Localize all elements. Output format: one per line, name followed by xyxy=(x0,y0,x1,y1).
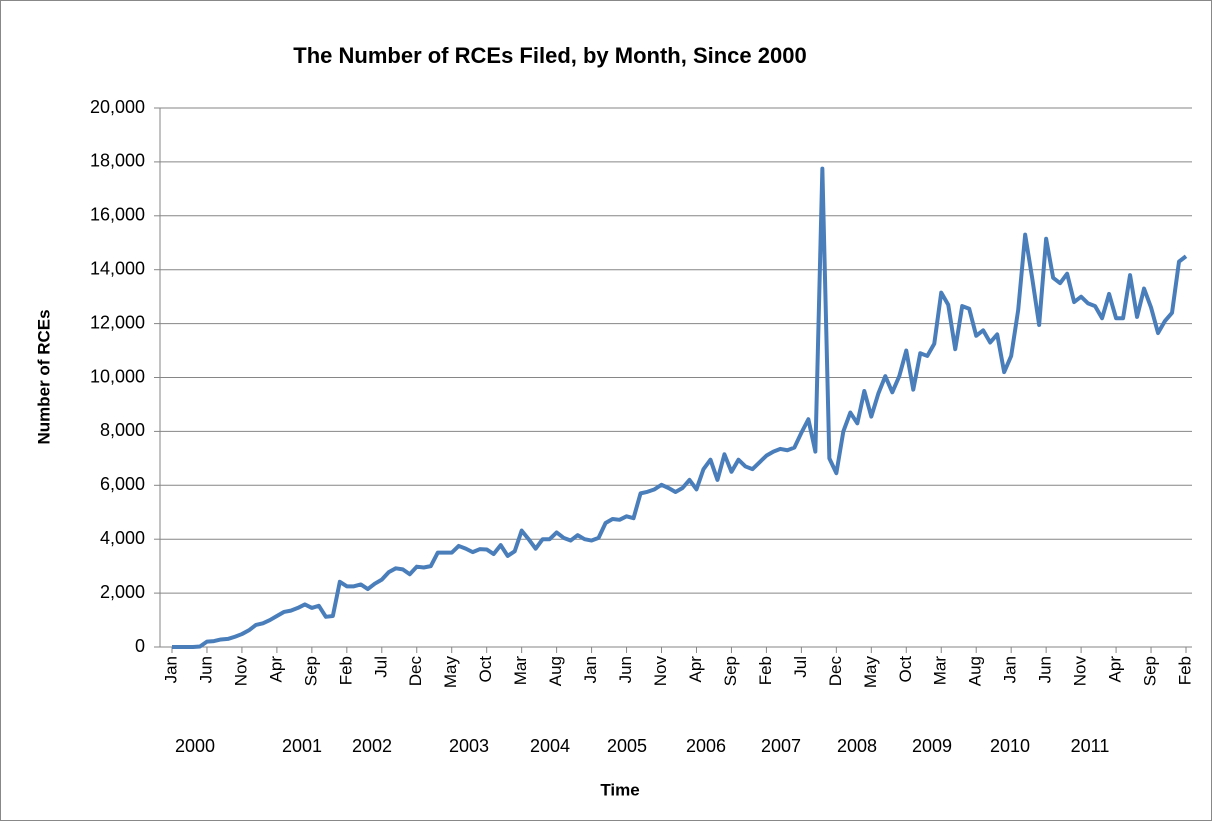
x-tick-label: Nov xyxy=(231,656,250,687)
y-tick-label: 0 xyxy=(135,636,145,656)
year-label: 2010 xyxy=(990,736,1030,756)
year-label: 2008 xyxy=(837,736,877,756)
x-tick-label: Mar xyxy=(511,656,530,686)
year-label: 2004 xyxy=(530,736,570,756)
x-tick-label: Sep xyxy=(301,656,320,686)
x-tick-label: Nov xyxy=(1071,656,1090,687)
x-tick-label: Jul xyxy=(371,656,390,678)
x-axis-title: Time xyxy=(600,780,639,799)
x-tick-label: Jul xyxy=(791,656,810,678)
x-tick-label: Oct xyxy=(476,656,495,683)
year-label: 2009 xyxy=(912,736,952,756)
data-line xyxy=(172,166,1188,649)
x-tick-label: Dec xyxy=(826,656,845,687)
year-label: 2006 xyxy=(686,736,726,756)
year-label: 2007 xyxy=(761,736,801,756)
x-tick-label: Jan xyxy=(581,656,600,683)
x-tick-label: Sep xyxy=(721,656,740,686)
x-tick-label: Feb xyxy=(1175,656,1194,685)
chart-title: The Number of RCEs Filed, by Month, Sinc… xyxy=(293,43,806,68)
x-tick-label: Nov xyxy=(651,656,670,687)
y-axis-title: Number of RCEs xyxy=(34,309,53,444)
y-tick-label: 16,000 xyxy=(90,205,145,225)
x-tick-label: Aug xyxy=(966,656,985,686)
x-tick-label: Jan xyxy=(1001,656,1020,683)
x-tick-label: Feb xyxy=(336,656,355,685)
y-tick-label: 8,000 xyxy=(100,420,145,440)
y-tick-label: 18,000 xyxy=(90,151,145,171)
x-tick-label: Jun xyxy=(616,656,635,683)
x-tick-label: Sep xyxy=(1141,656,1160,686)
x-tick-label: Mar xyxy=(931,656,950,686)
year-label: 2005 xyxy=(607,736,647,756)
y-tick-label: 4,000 xyxy=(100,528,145,548)
x-tick-label: Jan xyxy=(161,656,180,683)
y-tick-label: 20,000 xyxy=(90,97,145,117)
x-tick-label: Apr xyxy=(1106,656,1125,683)
y-tick-label: 10,000 xyxy=(90,366,145,386)
year-label: 2001 xyxy=(282,736,322,756)
x-tick-label: Feb xyxy=(756,656,775,685)
year-label: 2011 xyxy=(1071,736,1110,756)
x-tick-label: May xyxy=(441,656,460,689)
x-tick-label: Aug xyxy=(546,656,565,686)
x-tick-label: Apr xyxy=(266,656,285,683)
x-tick-label: Jun xyxy=(196,656,215,683)
x-tick-label: Dec xyxy=(406,656,425,687)
x-tick-label: Apr xyxy=(686,656,705,683)
y-tick-label: 14,000 xyxy=(90,258,145,278)
y-tick-label: 12,000 xyxy=(90,312,145,332)
y-tick-label: 6,000 xyxy=(100,474,145,494)
x-tick-label: Oct xyxy=(896,656,915,683)
y-tick-label: 2,000 xyxy=(100,582,145,602)
x-tick-label: Jun xyxy=(1036,656,1055,683)
year-label: 2000 xyxy=(175,736,215,756)
year-label: 2002 xyxy=(352,736,392,756)
x-tick-label: May xyxy=(861,656,880,689)
year-label: 2003 xyxy=(449,736,489,756)
